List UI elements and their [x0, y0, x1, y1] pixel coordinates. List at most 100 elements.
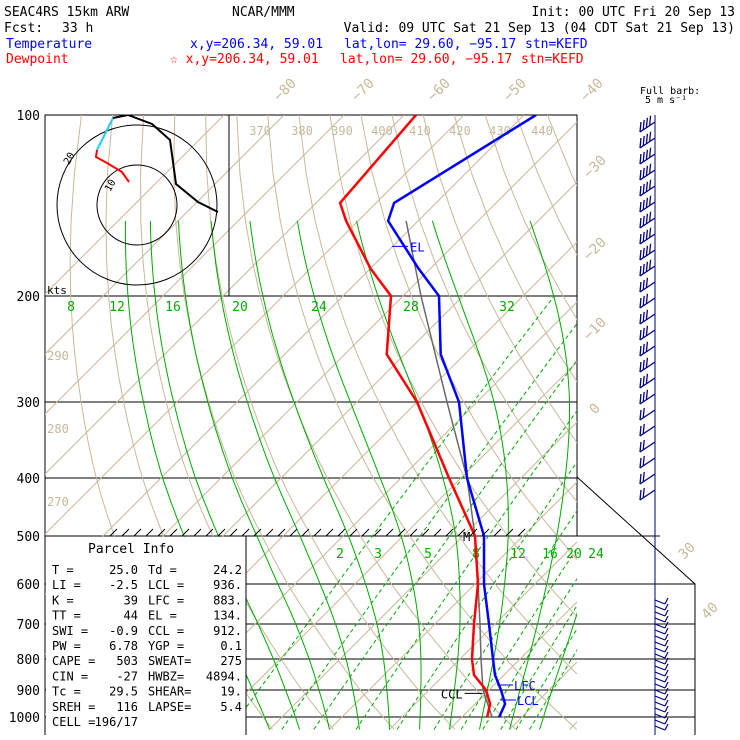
barb-staff	[639, 121, 656, 133]
sounding-traces	[338, 115, 537, 718]
parcel-key: T =	[52, 563, 74, 577]
parcel-value: 44	[124, 609, 138, 623]
freezing-hatch	[265, 528, 274, 537]
moist-adiabat	[249, 220, 390, 730]
mixing-ratio-label: 12	[109, 300, 125, 315]
barb-staff	[654, 713, 666, 719]
freezing-hatch	[109, 528, 118, 537]
freezing-hatch	[337, 528, 346, 537]
moist-adiabat	[296, 220, 422, 730]
dewpoint-trace	[338, 115, 492, 718]
hodograph-ring-inner	[96, 164, 178, 246]
freezing-hatch	[313, 528, 322, 537]
barb-staff	[654, 701, 666, 707]
barb-feather	[642, 455, 645, 466]
isotherm	[329, 481, 577, 730]
freezing-hatch	[505, 528, 514, 537]
wind-barb	[639, 309, 656, 325]
barb-staff	[639, 137, 656, 149]
moist-adiabat	[539, 611, 577, 730]
mixing-ratio-line	[433, 509, 577, 730]
barb-feather	[642, 295, 645, 306]
barb-feather	[642, 135, 645, 146]
barb-feather	[664, 621, 669, 629]
mixing-ratio-labels: 8 12 16 20 24 28 322 3 5 8 12 16 20 24	[67, 300, 604, 562]
mixing-ratio-label: 16	[165, 300, 181, 315]
barb-feather	[642, 439, 645, 450]
freezing-hatch	[445, 528, 454, 537]
parcel-value: 0.1	[220, 639, 242, 653]
temperature-trace	[386, 115, 537, 718]
temperature-station: stn=KEFD	[525, 37, 588, 52]
barb-feather	[639, 137, 642, 149]
freezing-hatch	[409, 528, 418, 537]
moist-adiabat-lines	[124, 220, 577, 730]
barb-feather	[664, 627, 669, 635]
barb-legend-line2: 5 m s⁻¹	[645, 95, 687, 106]
isotherm	[389, 541, 577, 730]
barb-feather	[639, 345, 642, 357]
barb-staff	[654, 665, 666, 671]
barb-feather	[664, 693, 669, 701]
hodograph-ring-label: 20	[62, 151, 78, 167]
barb-feather	[645, 309, 649, 320]
isotherm	[45, 115, 285, 355]
wind-barb	[654, 663, 669, 671]
parcel-key: SWEAT=	[148, 654, 191, 668]
barb-feather	[664, 699, 669, 707]
hodograph-trace-mid	[112, 115, 219, 213]
parcel-key: YGP =	[148, 639, 184, 653]
freezing-hatch	[349, 528, 358, 537]
parcel-key: SWI =	[52, 624, 88, 638]
barb-feather	[639, 329, 642, 341]
dry-adiabat	[298, 115, 577, 675]
barb-feather	[642, 471, 645, 482]
theta-label: 290	[47, 349, 69, 363]
barb-feather	[664, 669, 669, 677]
wind-barb	[654, 651, 669, 659]
barb-feather	[648, 227, 652, 238]
barb-feather	[648, 131, 652, 142]
barb-feather	[664, 597, 669, 605]
isotherm	[45, 115, 345, 415]
barb-feather	[648, 147, 652, 158]
pressure-label: 600	[17, 578, 40, 593]
dry-adiabat	[453, 115, 577, 383]
dewpoint-latlon: lat,lon= 29.60, −95.17	[340, 52, 512, 67]
barb-staff	[639, 441, 656, 453]
barb-feather	[645, 357, 649, 368]
mixing-ratio-line	[281, 322, 577, 730]
dry-adiabat	[205, 115, 456, 730]
wind-barb	[639, 373, 656, 389]
wind-barb	[639, 211, 656, 229]
barb-staff	[639, 409, 656, 421]
freezing-hatch	[289, 528, 298, 537]
parcel-value: 134.	[213, 609, 242, 623]
wind-barb	[654, 639, 669, 647]
parcel-value: 936.	[213, 578, 242, 592]
wind-barb	[639, 195, 656, 213]
parcel-value: 912.	[213, 624, 242, 638]
forecast-label: Fcst:	[4, 21, 43, 36]
dry-adiabat	[703, 115, 740, 730]
barb-feather	[639, 265, 642, 277]
barb-staff	[639, 185, 656, 197]
barb-feather	[645, 117, 649, 128]
wind-barb	[654, 603, 669, 611]
barb-staff	[639, 217, 656, 229]
barb-feather	[639, 377, 642, 389]
isotherm-label: −50	[501, 76, 530, 105]
wind-barb	[654, 717, 669, 725]
barb-feather	[639, 473, 642, 485]
hodograph-trace-upper	[96, 117, 114, 151]
barb-feather	[664, 717, 669, 725]
barb-staff	[639, 297, 656, 309]
mixing-ratio-label: 8	[67, 300, 75, 315]
barb-feather	[664, 645, 669, 653]
isotherm-label: −10	[581, 315, 610, 344]
mixing-ratio-label: 32	[499, 300, 515, 315]
parcel-key: LI =	[52, 578, 81, 592]
isotherm	[269, 421, 577, 730]
